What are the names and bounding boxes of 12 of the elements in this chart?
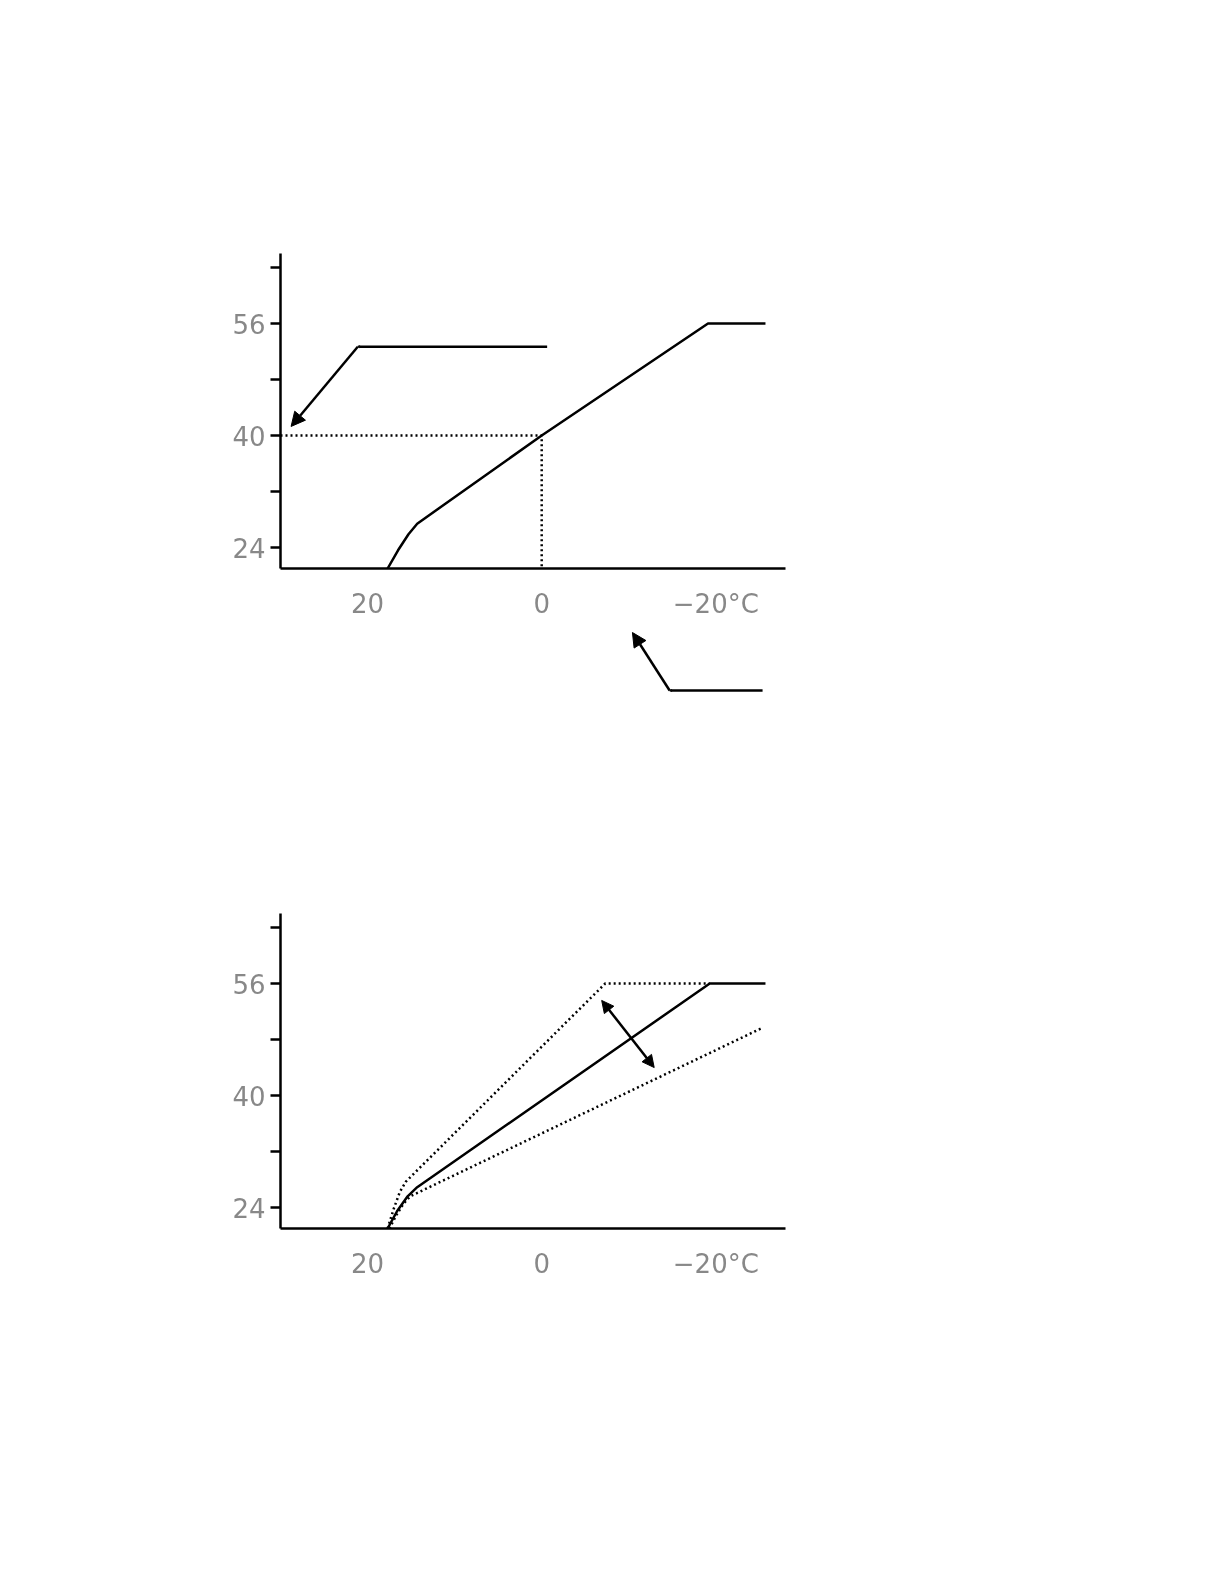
x-tick-label: −20°C	[672, 588, 759, 619]
y-tick-label: 24	[232, 533, 266, 564]
x-tick-label: 0	[533, 1248, 550, 1279]
x-tick-label: 0	[533, 588, 550, 619]
x-tick-label: 20	[351, 1248, 385, 1279]
y-tick-label: 56	[232, 969, 266, 1000]
y-tick-label: 40	[232, 1081, 266, 1112]
y-tick-label: 56	[232, 309, 266, 340]
x-tick-label: −20°C	[672, 1248, 759, 1279]
x-tick-label: 20	[351, 588, 385, 619]
y-tick-label: 24	[232, 1193, 266, 1224]
y-tick-label: 40	[232, 421, 266, 452]
